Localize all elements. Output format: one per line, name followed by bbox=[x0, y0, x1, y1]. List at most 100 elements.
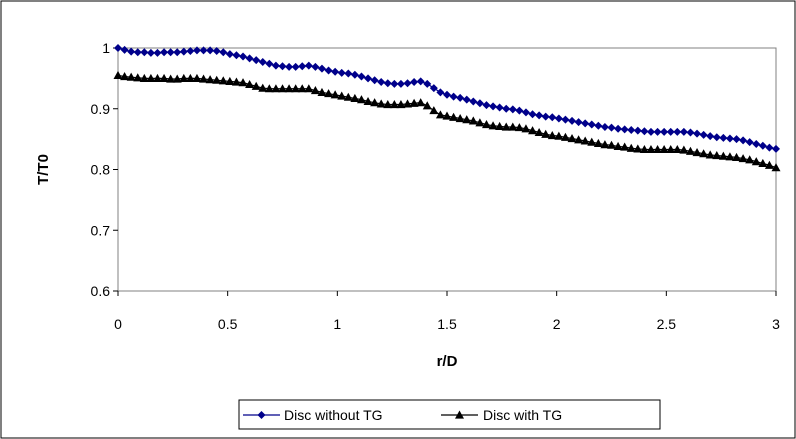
data-point-disc-without-tg bbox=[252, 56, 261, 65]
data-point-disc-with-tg bbox=[475, 118, 485, 127]
data-point-disc-with-tg bbox=[409, 98, 419, 107]
data-point-disc-without-tg bbox=[153, 48, 162, 57]
data-point-disc-without-tg bbox=[140, 48, 149, 57]
data-point-disc-without-tg bbox=[114, 44, 122, 52]
data-point-disc-with-tg bbox=[653, 144, 663, 154]
data-point-disc-with-tg bbox=[238, 78, 248, 87]
x-tick-label: 2 bbox=[553, 316, 561, 332]
data-point-disc-with-tg bbox=[146, 73, 156, 82]
data-point-disc-without-tg bbox=[120, 45, 129, 54]
data-point-disc-without-tg bbox=[317, 64, 326, 73]
data-point-disc-with-tg bbox=[166, 74, 176, 83]
data-point-disc-without-tg bbox=[258, 57, 267, 66]
data-point-disc-with-tg bbox=[251, 81, 261, 90]
data-point-disc-without-tg bbox=[298, 62, 307, 71]
data-point-disc-with-tg bbox=[212, 75, 222, 84]
data-point-disc-with-tg bbox=[718, 151, 728, 160]
data-point-disc-without-tg bbox=[614, 124, 623, 133]
data-point-disc-with-tg bbox=[679, 145, 689, 154]
data-point-disc-without-tg bbox=[686, 128, 695, 137]
x-tick-label: 3 bbox=[772, 316, 780, 332]
data-point-disc-with-tg bbox=[672, 144, 682, 154]
data-point-disc-without-tg bbox=[627, 126, 636, 135]
data-point-disc-with-tg bbox=[495, 121, 505, 130]
data-point-disc-without-tg bbox=[232, 51, 241, 60]
data-point-disc-with-tg bbox=[725, 152, 735, 161]
y-tick-label: 0.9 bbox=[91, 101, 111, 117]
data-point-disc-without-tg bbox=[693, 129, 702, 138]
data-point-disc-without-tg bbox=[324, 66, 333, 75]
data-point-disc-without-tg bbox=[752, 139, 761, 148]
data-point-disc-without-tg bbox=[666, 127, 675, 136]
data-point-disc-without-tg bbox=[166, 48, 175, 57]
data-point-disc-with-tg bbox=[541, 129, 551, 138]
data-point-disc-without-tg bbox=[410, 78, 419, 87]
data-point-disc-with-tg bbox=[205, 75, 215, 84]
data-point-disc-without-tg bbox=[739, 136, 748, 145]
data-point-disc-with-tg bbox=[738, 154, 748, 163]
data-point-disc-with-tg bbox=[185, 73, 195, 82]
data-point-disc-without-tg bbox=[469, 97, 478, 106]
data-point-disc-without-tg bbox=[449, 92, 458, 101]
data-point-disc-with-tg bbox=[330, 90, 340, 99]
legend-item-disc-with-tg: Disc with TG bbox=[441, 407, 562, 423]
x-tick-label: 2.5 bbox=[657, 316, 677, 332]
data-point-disc-without-tg bbox=[594, 121, 603, 130]
data-point-disc-with-tg bbox=[764, 160, 774, 169]
data-point-disc-with-tg bbox=[666, 144, 676, 154]
data-point-disc-with-tg bbox=[633, 144, 643, 153]
data-point-disc-with-tg bbox=[547, 130, 557, 140]
data-point-disc-without-tg bbox=[344, 69, 353, 78]
data-point-disc-with-tg bbox=[705, 150, 715, 159]
data-point-disc-with-tg bbox=[455, 113, 465, 123]
data-point-disc-with-tg bbox=[429, 106, 439, 115]
data-point-disc-without-tg bbox=[541, 112, 550, 121]
data-point-disc-without-tg bbox=[199, 46, 208, 55]
data-point-disc-with-tg bbox=[291, 84, 301, 93]
data-point-disc-with-tg bbox=[159, 73, 169, 82]
series-disc-without-tg bbox=[114, 44, 780, 153]
data-point-disc-without-tg bbox=[574, 118, 583, 127]
data-point-disc-without-tg bbox=[456, 93, 465, 102]
data-point-disc-with-tg bbox=[600, 140, 610, 149]
x-tick-label: 1.5 bbox=[437, 316, 457, 332]
legend-label-disc-without-tg: Disc without TG bbox=[284, 407, 383, 423]
data-point-disc-with-tg bbox=[363, 96, 373, 106]
data-point-disc-without-tg bbox=[337, 68, 346, 77]
data-point-disc-without-tg bbox=[350, 70, 359, 79]
data-point-disc-with-tg bbox=[422, 101, 432, 110]
data-point-disc-without-tg bbox=[436, 88, 445, 97]
data-point-disc-without-tg bbox=[732, 135, 741, 144]
data-point-disc-with-tg bbox=[639, 144, 649, 154]
data-point-disc-without-tg bbox=[600, 122, 609, 131]
data-point-disc-with-tg bbox=[528, 126, 538, 135]
data-point-disc-with-tg bbox=[258, 83, 268, 92]
data-point-disc-with-tg bbox=[521, 124, 531, 133]
data-point-disc-with-tg bbox=[699, 149, 709, 158]
data-point-disc-with-tg bbox=[771, 163, 781, 172]
data-point-disc-without-tg bbox=[160, 48, 169, 57]
data-point-disc-without-tg bbox=[245, 54, 254, 63]
data-point-disc-with-tg bbox=[462, 115, 472, 124]
y-axis-title: T/T0 bbox=[35, 154, 52, 185]
data-point-disc-with-tg bbox=[343, 92, 353, 101]
data-point-disc-without-tg bbox=[646, 127, 655, 136]
data-point-disc-with-tg bbox=[304, 84, 314, 93]
data-point-disc-without-tg bbox=[403, 79, 412, 88]
data-point-disc-without-tg bbox=[561, 115, 570, 124]
data-point-disc-with-tg bbox=[324, 89, 334, 98]
legend-label-disc-with-tg: Disc with TG bbox=[483, 407, 562, 423]
data-point-disc-with-tg bbox=[225, 76, 235, 86]
data-point-disc-without-tg bbox=[640, 127, 649, 136]
data-point-disc-with-tg bbox=[350, 93, 360, 103]
data-point-disc-with-tg bbox=[376, 99, 386, 108]
data-point-disc-with-tg bbox=[218, 76, 228, 85]
data-point-disc-without-tg bbox=[660, 127, 669, 136]
data-point-disc-with-tg bbox=[751, 157, 761, 166]
data-point-disc-with-tg bbox=[396, 99, 406, 109]
data-point-disc-with-tg bbox=[712, 151, 722, 160]
data-point-disc-with-tg bbox=[403, 99, 413, 108]
data-point-disc-without-tg bbox=[712, 133, 721, 142]
data-point-disc-with-tg bbox=[383, 99, 393, 109]
data-point-disc-with-tg bbox=[554, 131, 564, 140]
